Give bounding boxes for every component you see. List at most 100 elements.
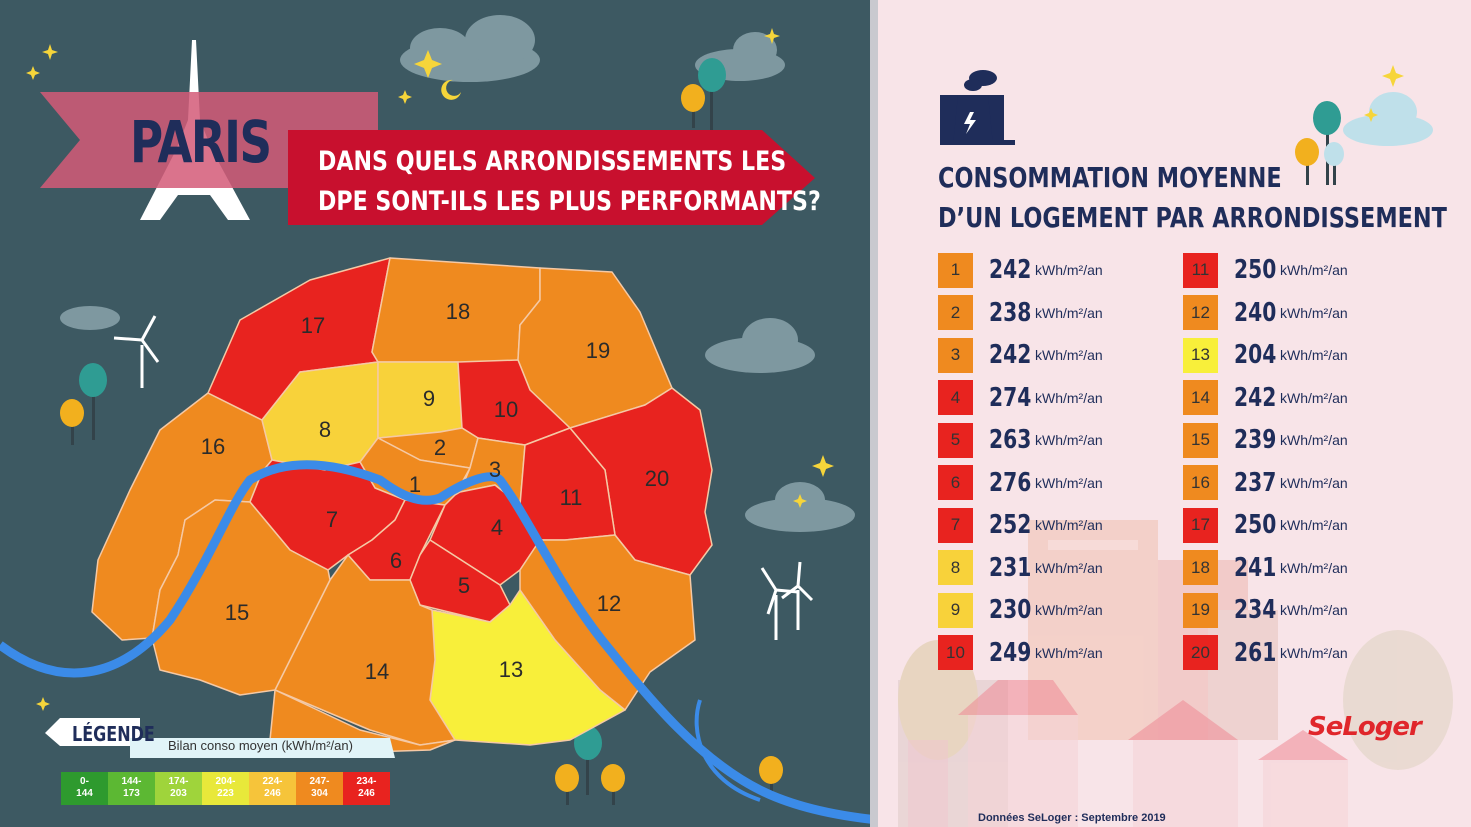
district-number-badge: 2 <box>938 295 973 330</box>
consumption-row-15: 15 239 kWh/m²/an <box>1183 422 1348 458</box>
district-label-17: 17 <box>300 313 326 338</box>
consumption-row-6: 6 276 kWh/m²/an <box>938 465 1103 501</box>
district-label-16: 16 <box>200 434 226 459</box>
consumption-value: 241 <box>1234 552 1277 583</box>
district-label-12: 12 <box>596 591 622 616</box>
consumption-row-2: 2 238 kWh/m²/an <box>938 295 1103 331</box>
legend-range-min: 174- <box>168 776 189 787</box>
consumption-row-9: 9 230 kWh/m²/an <box>938 592 1103 628</box>
district-number-badge: 20 <box>1183 635 1218 670</box>
legend-title: LÉGENDE <box>72 722 155 746</box>
consumption-value: 242 <box>1234 382 1277 413</box>
legend-range-min: 224- <box>262 776 283 787</box>
consumption-value: 274 <box>989 382 1032 413</box>
consumption-value: 250 <box>1234 510 1277 540</box>
legend-scale: 0- 144 144- 173 174- 203 204- 223 224- 246 247- 304… <box>61 772 390 805</box>
district-label-1: 1 <box>408 472 422 497</box>
consumption-row-1: 1 242 kWh/m²/an <box>938 252 1103 288</box>
seloger-logo: SeLoger <box>1308 712 1422 742</box>
legend-range-max: 246 <box>358 788 375 799</box>
district-number-badge: 5 <box>938 422 973 458</box>
district-15 <box>151 499 331 696</box>
district-label-4: 4 <box>490 515 504 540</box>
district-label-13: 13 <box>498 657 524 682</box>
district-label-11: 11 <box>559 485 583 510</box>
legend-range: 144- 173 <box>108 772 155 805</box>
city-background-illustration <box>898 65 1453 827</box>
consumption-unit: kWh/m²/an <box>1280 517 1348 533</box>
consumption-row-19: 19 234 kWh/m²/an <box>1183 592 1348 628</box>
consumption-unit: kWh/m²/an <box>1035 474 1103 491</box>
consumption-value: 261 <box>1234 637 1277 668</box>
consumption-value: 263 <box>989 425 1032 455</box>
consumption-unit: kWh/m²/an <box>1035 304 1103 321</box>
consumption-panel: CONSOMMATION MOYENNE D’UN LOGEMENT PAR A… <box>878 0 1471 827</box>
legend-range: 174- 203 <box>155 772 202 805</box>
map-panel: PARIS DANS QUELS ARRONDISSEMENTS LES DPE… <box>0 15 878 825</box>
consumption-value: 204 <box>1234 340 1277 370</box>
consumption-unit: kWh/m²/an <box>1280 347 1348 363</box>
consumption-row-12: 12 240 kWh/m²/an <box>1183 295 1348 331</box>
consumption-unit: kWh/m²/an <box>1035 644 1103 661</box>
district-label-19: 19 <box>585 338 611 363</box>
district-label-9: 9 <box>422 386 436 411</box>
district-number-badge: 16 <box>1183 465 1218 500</box>
district-number-badge: 8 <box>938 550 973 585</box>
legend-range: 234- 246 <box>343 772 390 805</box>
consumption-row-20: 20 261 kWh/m²/an <box>1183 635 1348 671</box>
consumption-row-18: 18 241 kWh/m²/an <box>1183 550 1348 586</box>
consumption-value: 242 <box>989 255 1032 285</box>
district-label-7: 7 <box>325 507 339 532</box>
legend-range-max: 223 <box>217 788 234 799</box>
consumption-value: 237 <box>1234 467 1277 498</box>
paris-map-illustration <box>0 15 878 825</box>
district-number-badge: 18 <box>1183 550 1218 585</box>
consumption-row-14: 14 242 kWh/m²/an <box>1183 380 1348 416</box>
district-number-badge: 17 <box>1183 507 1218 543</box>
district-number-badge: 4 <box>938 380 973 415</box>
district-number-badge: 15 <box>1183 422 1218 458</box>
district-number-badge: 7 <box>938 507 973 543</box>
legend-range-max: 144 <box>76 788 93 799</box>
district-number-badge: 14 <box>1183 380 1218 415</box>
district-label-10: 10 <box>493 397 519 422</box>
consumption-row-11: 11 250 kWh/m²/an <box>1183 252 1348 288</box>
consumption-row-10: 10 249 kWh/m²/an <box>938 635 1103 671</box>
district-label-8: 8 <box>318 417 332 442</box>
consumption-unit: kWh/m²/an <box>1280 262 1348 278</box>
legend-subtitle: Bilan conso moyen (kWh/m²/an) <box>168 738 353 753</box>
legend-range-min: 144- <box>121 776 142 787</box>
legend-range-max: 173 <box>123 788 140 799</box>
legend-range-min: 247- <box>309 776 330 787</box>
consumption-unit: kWh/m²/an <box>1280 644 1348 661</box>
legend-range-max: 304 <box>311 788 328 799</box>
district-number-badge: 13 <box>1183 337 1218 373</box>
district-number-badge: 6 <box>938 465 973 500</box>
district-5 <box>409 539 511 623</box>
consumption-value: 231 <box>989 552 1032 583</box>
consumption-unit: kWh/m²/an <box>1280 389 1348 406</box>
panel-title: CONSOMMATION MOYENNE D’UN LOGEMENT PAR A… <box>938 161 1447 234</box>
district-label-3: 3 <box>488 457 502 482</box>
consumption-value: 252 <box>989 510 1032 540</box>
consumption-unit: kWh/m²/an <box>1280 432 1348 448</box>
district-number-badge: 12 <box>1183 295 1218 330</box>
legend-range-min: 204- <box>215 776 236 787</box>
consumption-value: 238 <box>989 297 1032 328</box>
consumption-value: 234 <box>1234 595 1277 625</box>
consumption-row-4: 4 274 kWh/m²/an <box>938 380 1103 416</box>
consumption-row-3: 3 242 kWh/m²/an <box>938 337 1103 373</box>
consumption-unit: kWh/m²/an <box>1035 517 1103 533</box>
district-label-5: 5 <box>457 573 471 598</box>
district-label-20: 20 <box>644 466 670 491</box>
district-number-badge: 10 <box>938 635 973 670</box>
city-title: PARIS <box>130 108 272 176</box>
consumption-value: 240 <box>1234 297 1277 328</box>
consumption-unit: kWh/m²/an <box>1280 304 1348 321</box>
consumption-unit: kWh/m²/an <box>1035 432 1103 448</box>
legend-range: 0- 144 <box>61 772 108 805</box>
consumption-row-8: 8 231 kWh/m²/an <box>938 550 1103 586</box>
district-label-18: 18 <box>445 299 471 324</box>
district-label-15: 15 <box>224 600 250 625</box>
consumption-unit: kWh/m²/an <box>1035 347 1103 363</box>
